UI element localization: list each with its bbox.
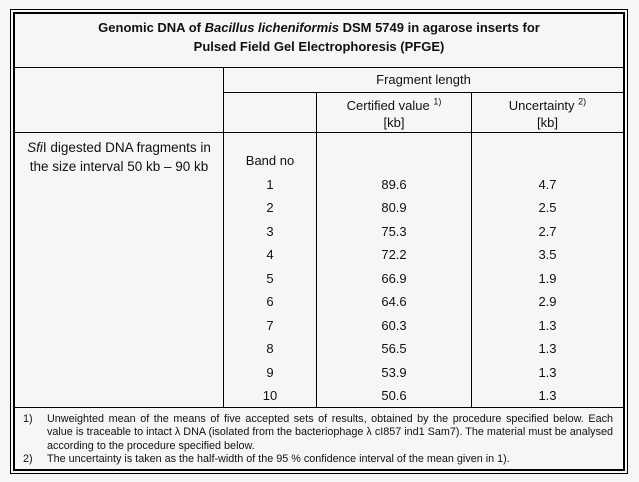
- fragment-length-header: Fragment length: [224, 68, 623, 93]
- table-cell-line: 1.3: [538, 341, 557, 356]
- table-cell-line: [472, 149, 623, 173]
- table-cell-line: 1: [266, 176, 274, 192]
- row-description-cell: SfiI digested DNA fragments in the size …: [15, 133, 224, 408]
- table-cell-line: 2.5: [538, 200, 557, 215]
- table-cell-line: 1.3: [538, 364, 557, 380]
- certified-value-column: 89.6 80.9 75.3 72.2 66.9 64.6 60.3 56.5 53.9 50.6: [317, 133, 472, 408]
- table-cell-line: 4.7: [538, 176, 557, 192]
- title-line-2: Pulsed Field Gel Electrophoresis (PFGE): [193, 39, 445, 54]
- table-cell-line: 75.3: [381, 223, 407, 239]
- uncertainty-column: 4.7 2.5 2.7 3.5 1.9 2.9 1.3 1.3 1.3 1.3: [472, 133, 623, 408]
- row-description-rest: I digested DNA fragments in: [42, 140, 211, 155]
- table-cell-line: 80.9: [381, 200, 407, 215]
- uncertainty-unit: [kb]: [537, 115, 558, 130]
- table-cell-line: 1.3: [538, 388, 557, 403]
- certified-value-header: Certified value 1) [kb]: [317, 93, 472, 133]
- footnote-marker: 1): [23, 413, 33, 425]
- certified-value-text: Certified value: [346, 98, 430, 113]
- table-cell-line: 56.5: [381, 341, 407, 356]
- footnote-text: The uncertainty is taken as the half-wid…: [47, 453, 510, 466]
- uncertainty-text: Uncertainty: [508, 98, 575, 113]
- table-cell-line: 50.6: [381, 388, 407, 403]
- data-table-frame: Genomic DNA of Bacillus licheniformis DS…: [10, 9, 628, 474]
- table-cell-line: 89.6: [381, 176, 407, 192]
- empty-subheader-cell: [224, 93, 317, 133]
- title-suffix: DSM 5749 in agarose inserts for: [338, 20, 540, 35]
- table-cell-line: Band no: [245, 153, 295, 168]
- enzyme-name-italic: Sfi: [27, 140, 43, 155]
- footnote-ref-2: 2): [578, 96, 587, 107]
- uncertainty-label: Uncertainty 2): [472, 97, 623, 114]
- footnote-ref-1: 1): [433, 96, 442, 107]
- footnote-text: Unweighted mean of the means of five acc…: [47, 413, 613, 452]
- table-cell-line: [317, 149, 471, 173]
- table-cell-line: 1.9: [538, 270, 557, 286]
- table-cell-line: 66.9: [381, 270, 407, 286]
- table-title: Genomic DNA of Bacillus licheniformis DS…: [15, 14, 623, 68]
- title-prefix: Genomic DNA of: [98, 20, 205, 35]
- table-cell-line: 1.3: [538, 317, 557, 333]
- footnote-1: 1) Unweighted mean of the means of five a…: [23, 413, 613, 453]
- footnote-marker: 2): [23, 453, 33, 466]
- table-cell-line: 8: [266, 341, 274, 356]
- table-cell-line: 60.3: [381, 317, 407, 333]
- table-cell-line: 3.5: [538, 247, 557, 262]
- empty-header-cell: [15, 68, 224, 133]
- title-line-1: Genomic DNA of Bacillus licheniformis DS…: [15, 18, 623, 37]
- footnote-2: 2) The uncertainty is taken as the half-w…: [23, 453, 613, 466]
- table-cell-line: 2: [266, 200, 274, 215]
- footnotes-section: 1) Unweighted mean of the means of five a…: [15, 408, 623, 469]
- table-cell-line: 7: [266, 317, 274, 333]
- row-description-line-1: SfiI digested DNA fragments in: [15, 138, 223, 157]
- band-number-column: Band no 1 2 3 4 5 6 7 8 9 10: [224, 133, 317, 408]
- certified-value-label: Certified value 1): [317, 97, 471, 114]
- table-cell-line: 53.9: [381, 364, 407, 380]
- table-cell-line: 5: [266, 270, 274, 286]
- table-cell-line: 72.2: [381, 247, 407, 262]
- table-cell-line: 6: [266, 294, 274, 309]
- table-cell-line: 4: [266, 247, 274, 262]
- table-cell-line: 64.6: [381, 294, 407, 309]
- table-cell-line: 9: [266, 364, 274, 380]
- certified-value-unit: [kb]: [383, 115, 405, 130]
- table-cell-line: 2.7: [538, 223, 557, 239]
- table-cell-line: 10: [262, 388, 278, 403]
- title-species-italic: Bacillus licheniformis: [204, 20, 339, 35]
- table-cell-line: 3: [266, 223, 274, 239]
- data-table: Genomic DNA of Bacillus licheniformis DS…: [13, 12, 625, 471]
- table-cell-line: 2.9: [538, 294, 557, 309]
- row-description-line-2: the size interval 50 kb – 90 kb: [29, 159, 209, 174]
- uncertainty-header: Uncertainty 2) [kb]: [472, 93, 623, 133]
